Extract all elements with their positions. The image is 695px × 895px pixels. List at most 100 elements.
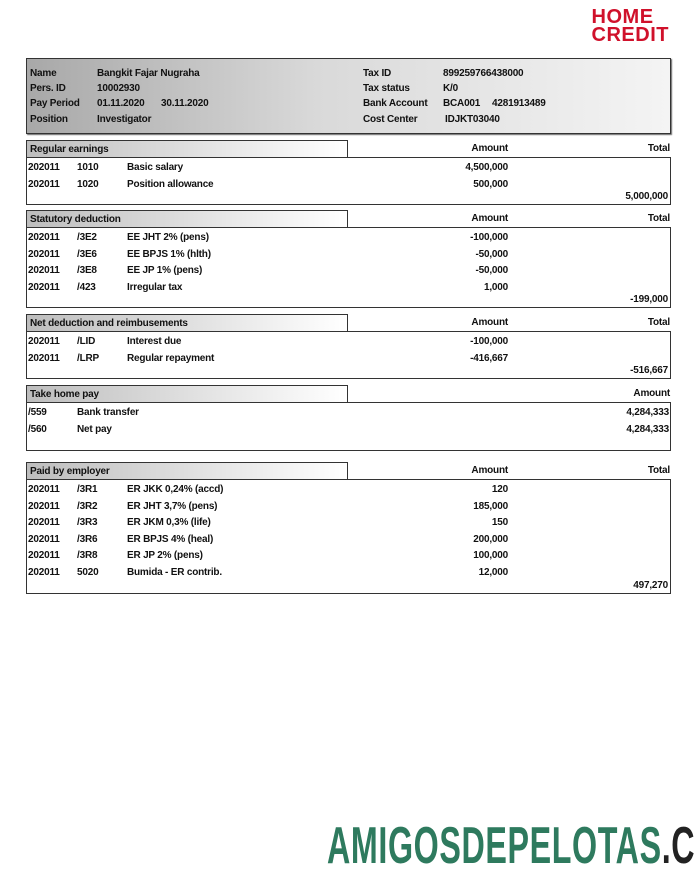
period: 202011	[28, 484, 60, 495]
period: 202011	[28, 178, 60, 190]
amount: 120	[491, 484, 508, 495]
period: 202011	[28, 566, 60, 578]
wage-type-code: 1020	[77, 178, 99, 190]
total-column-header: Total	[647, 143, 670, 154]
amount: 100,000	[473, 550, 508, 561]
description: Regular repayment	[127, 352, 215, 364]
wage-type-code: /559	[28, 407, 47, 418]
table-row: 202011 5020 Bumida - ER contrib. 12,000	[27, 565, 670, 581]
wage-type-code: /3E8	[77, 265, 97, 276]
employee-info-box: Name Bangkit Fajar Nugraha Pers. ID 1000…	[26, 58, 671, 134]
section-take-home-pay: Take home pay Amount/559 Bank transfer 4,28…	[26, 385, 671, 451]
description: Bank transfer	[77, 407, 139, 418]
period: 202011	[28, 281, 60, 293]
name-label: Name	[30, 68, 57, 79]
description: ER JKM 0,3% (life)	[127, 517, 211, 528]
wage-type-code: /560	[28, 423, 47, 435]
table-row: 202011/3R3 ER JKM 0,3% (life) 150	[27, 515, 670, 531]
period: 202011	[28, 352, 60, 364]
home-credit-logo: HOME CREDIT	[592, 7, 669, 45]
section-total: 497,270	[633, 580, 668, 591]
pers-id-label: Pers. ID	[30, 83, 66, 94]
description: EE JP 1% (pens)	[127, 265, 203, 276]
employee-name: Bangkit Fajar Nugraha	[97, 68, 200, 79]
section-body: 202011/3E2 EE JHT 2% (pens) -100,000 202011…	[26, 227, 671, 308]
section-total: -199,000	[630, 294, 668, 305]
period: 202011	[28, 232, 60, 243]
amount: 12,000	[478, 566, 509, 578]
table-row: /560 Net pay 4,284,333	[27, 422, 670, 438]
table-row: 202011/3R1 ER JKK 0,24% (accd) 120	[27, 482, 670, 498]
amount: 150	[491, 517, 508, 528]
wage-type-code: 1010	[77, 162, 99, 173]
wage-type-code: /3R8	[77, 550, 98, 561]
section-body: 202011/3R1 ER JKK 0,24% (accd) 120 202011/3…	[26, 479, 671, 594]
section-title: Take home pay	[26, 385, 348, 403]
section-net-deduction-and-reimbusements: Net deduction and reimbusements Amount Tot…	[26, 314, 671, 379]
description: Irregular tax	[127, 281, 183, 293]
section-title: Regular earnings	[26, 140, 348, 158]
table-row: 202011/423 Irregular tax 1,000	[27, 280, 670, 296]
table-row: 202011 1010 Basic salary 4,500,000	[27, 160, 670, 176]
description: Bumida - ER contrib.	[127, 566, 222, 578]
amount-column-header: Amount	[471, 317, 508, 328]
bank-code: BCA001	[443, 98, 481, 109]
wage-type-code: /3R2	[77, 500, 98, 512]
pay-period-label: Pay Period	[30, 98, 80, 109]
description: Net pay	[77, 423, 112, 435]
table-row: 202011/3E8 EE JP 1% (pens) -50,000	[27, 263, 670, 279]
amount: -50,000	[475, 248, 508, 260]
description: ER JKK 0,24% (accd)	[127, 484, 224, 495]
total-column-header: Total	[647, 465, 670, 476]
watermark-main: AMIGOSDEPELOTAS	[327, 817, 662, 875]
wage-type-code: /3E2	[77, 232, 97, 243]
table-row: 202011/3R2 ER JHT 3,7% (pens) 185,000	[27, 499, 670, 515]
period: 202011	[28, 500, 60, 512]
bank-account: 4281913489	[492, 98, 546, 109]
amount: -100,000	[470, 232, 508, 243]
description: Basic salary	[127, 162, 183, 173]
pers-id: 10002930	[97, 83, 140, 94]
tax-status-label: Tax status	[363, 83, 410, 94]
table-row: 202011/3R8 ER JP 2% (pens) 100,000	[27, 548, 670, 564]
amount: 4,284,333	[626, 407, 669, 418]
table-row: 202011 1020 Position allowance 500,000	[27, 177, 670, 193]
wage-type-code: /3R3	[77, 517, 98, 528]
tax-status: K/0	[443, 83, 458, 94]
tax-id-label: Tax ID	[363, 68, 392, 79]
wage-type-code: /3R6	[77, 533, 98, 545]
amount-column-header: Amount	[471, 143, 508, 154]
total-column-header: Total	[647, 213, 670, 224]
section-total: -516,667	[630, 365, 668, 376]
amount: 4,500,000	[465, 162, 508, 173]
section-body: 202011 1010 Basic salary 4,500,000 202011 102…	[26, 157, 671, 205]
period: 202011	[28, 517, 60, 528]
description: Interest due	[127, 336, 182, 347]
wage-type-code: /LRP	[77, 352, 99, 364]
period-end: 30.11.2020	[161, 98, 209, 109]
table-row: 202011/3E6 EE BPJS 1% (hlth) -50,000	[27, 247, 670, 263]
amount: -100,000	[470, 336, 508, 347]
amount-column-header: Amount	[471, 465, 508, 476]
section-title: Net deduction and reimbusements	[26, 314, 348, 332]
amount-column-header: Amount	[471, 213, 508, 224]
amount: -50,000	[475, 265, 508, 276]
amount: 185,000	[473, 500, 508, 512]
amount: 1,000	[483, 281, 508, 293]
wage-type-code: 5020	[77, 566, 99, 578]
description: EE BPJS 1% (hlth)	[127, 248, 211, 260]
table-row: 202011/LRP Regular repayment -416,667	[27, 351, 670, 367]
description: ER BPJS 4% (heal)	[127, 533, 214, 545]
amount: 200,000	[473, 533, 508, 545]
section-title: Statutory deduction	[26, 210, 348, 228]
period: 202011	[28, 162, 60, 173]
wage-type-code: /3R1	[77, 484, 98, 495]
position-label: Position	[30, 114, 68, 125]
section-statutory-deduction: Statutory deduction Amount Total 202011/3E2…	[26, 210, 671, 308]
cost-center-label: Cost Center	[363, 114, 418, 125]
tax-id: 899259766438000	[443, 68, 524, 79]
amount: 500,000	[473, 178, 508, 190]
section-total: 5,000,000	[625, 191, 668, 202]
wage-type-code: /LID	[77, 336, 96, 347]
description: Position allowance	[127, 178, 214, 190]
